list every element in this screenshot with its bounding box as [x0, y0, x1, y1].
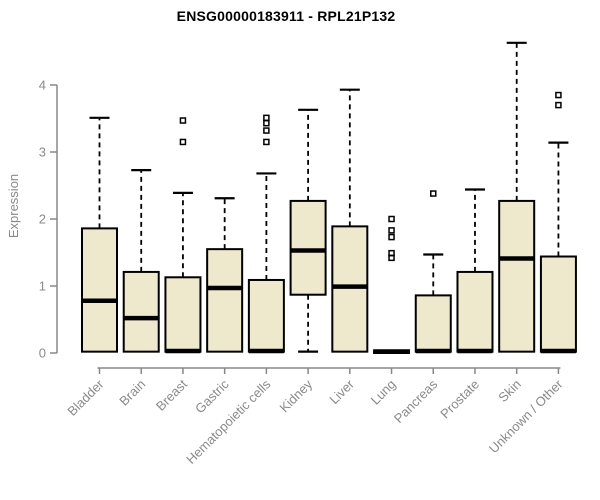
x-tick-label-unknown-other: Unknown / Other — [486, 376, 566, 456]
x-tick-label-bladder: Bladder — [64, 376, 107, 419]
outlier-point-lung — [388, 249, 395, 257]
x-tick-label-prostate: Prostate — [437, 377, 482, 422]
x-tick-label-lung: Lung — [368, 377, 399, 408]
outlier-point-hematopoietic-cells — [263, 127, 270, 134]
box-breast — [164, 276, 202, 353]
outlier-point-unknown-other — [555, 91, 562, 99]
outlier-point-hematopoietic-cells — [263, 114, 270, 122]
outlier-point-unknown-other — [555, 101, 562, 109]
outlier-point-lung — [388, 233, 395, 241]
box-pancreas — [414, 294, 452, 353]
x-tick-label-pancreas: Pancreas — [391, 376, 441, 426]
y-tick-label: 0 — [39, 346, 46, 361]
y-tick-label: 2 — [39, 212, 46, 227]
box-bladder — [81, 227, 118, 353]
x-tick-label-kidney: Kidney — [277, 376, 316, 415]
outlier-point-lung — [388, 227, 395, 234]
outlier-point-breast — [179, 138, 187, 146]
box-brain — [122, 270, 160, 353]
box-unknown-other — [539, 255, 577, 353]
x-tick-label-skin: Skin — [495, 377, 523, 405]
outlier-point-breast — [179, 117, 187, 124]
y-tick-label: 1 — [39, 279, 46, 294]
x-tick-label-breast: Breast — [153, 376, 190, 413]
chart-title: ENSG00000183911 - RPL21P132 — [176, 8, 396, 24]
box-hematopoietic-cells — [247, 278, 285, 353]
box-skin — [498, 199, 536, 353]
x-tick-label-gastric: Gastric — [192, 376, 232, 416]
y-tick-label: 4 — [39, 78, 46, 93]
x-tick-label-liver: Liver — [326, 376, 357, 407]
box-prostate — [456, 270, 494, 353]
box-gastric — [206, 248, 244, 353]
outlier-point-pancreas — [430, 190, 437, 197]
outlier-point-hematopoietic-cells — [263, 119, 270, 127]
y-tick-label: 3 — [39, 145, 46, 160]
box-liver — [331, 225, 369, 353]
outlier-point-hematopoietic-cells — [263, 138, 270, 146]
x-tick-label-brain: Brain — [116, 377, 148, 409]
box-kidney — [289, 199, 327, 296]
outlier-point-lung — [388, 215, 395, 223]
